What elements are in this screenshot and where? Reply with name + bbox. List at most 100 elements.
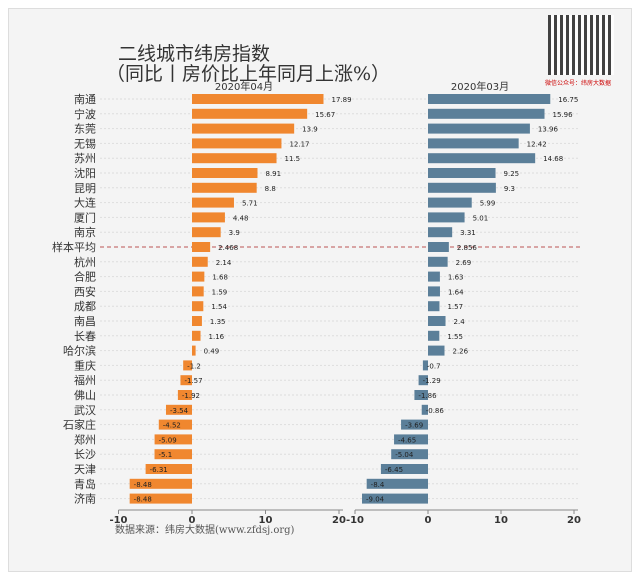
- category-label: 南京: [74, 225, 96, 239]
- data-label: -1.57: [184, 377, 202, 385]
- data-label: -0.86: [426, 407, 445, 415]
- data-label: -6.31: [150, 466, 168, 474]
- category-label: 大连: [74, 196, 96, 210]
- data-label: -5.04: [395, 451, 414, 459]
- x-tick-label: 10: [259, 515, 273, 526]
- data-label: 2.14: [216, 259, 232, 267]
- data-label: -4.52: [163, 422, 181, 430]
- data-label: 8.91: [265, 170, 281, 178]
- data-label: 11.5: [285, 155, 301, 163]
- data-label: 13.96: [538, 126, 559, 134]
- bar: [422, 360, 428, 371]
- category-label: 南昌: [74, 315, 96, 328]
- bar: [428, 345, 445, 356]
- bar: [380, 464, 428, 474]
- category-label: 西安: [74, 284, 96, 298]
- data-label: 2.69: [456, 259, 472, 267]
- chart-subtitle: （同比丨房价比上年同月上涨%）: [106, 63, 391, 85]
- bar: [362, 493, 428, 504]
- data-label: -8.48: [134, 481, 152, 489]
- bar: [428, 108, 545, 119]
- data-label: 15.67: [315, 111, 335, 119]
- data-label: -5.09: [159, 436, 177, 444]
- bar: [394, 434, 428, 445]
- data-label: 1.64: [448, 288, 464, 296]
- panel-title: 2020年03月: [451, 80, 509, 93]
- category-label: 青岛: [74, 477, 96, 491]
- data-label: -4.65: [398, 436, 416, 444]
- data-label: 2.26: [452, 348, 468, 356]
- data-label: -6.45: [385, 466, 403, 474]
- data-label: 1.59: [212, 288, 228, 296]
- bar: [421, 404, 428, 415]
- data-label: 14.68: [543, 155, 563, 163]
- x-tick-label: 0: [425, 515, 432, 526]
- data-label: 17.89: [331, 96, 351, 104]
- category-label: 南通: [74, 93, 96, 106]
- data-label: 12.17: [289, 140, 309, 148]
- bar: [129, 493, 192, 504]
- bar: [154, 449, 192, 460]
- bar: [428, 168, 496, 178]
- bar: [428, 242, 449, 252]
- qr-code: [548, 15, 614, 75]
- data-label: -5.1: [159, 451, 173, 459]
- bar: [428, 197, 472, 208]
- data-label: -1.2: [187, 362, 201, 370]
- data-label: 1.63: [448, 274, 464, 282]
- x-tick-label: 20: [332, 515, 346, 526]
- x-tick-label: -10: [109, 515, 127, 526]
- category-label: 长春: [74, 330, 96, 343]
- source-note: 数据来源：纬房大数据(www.zfdsj.org): [115, 525, 295, 536]
- data-label: 1.16: [209, 333, 225, 341]
- data-label: -3.54: [170, 407, 189, 415]
- bar: [192, 316, 202, 326]
- bar: [154, 434, 192, 445]
- data-label: 12.42: [527, 140, 547, 148]
- bar: [145, 464, 192, 474]
- bar: [192, 242, 211, 252]
- bar: [192, 330, 201, 341]
- bar: [192, 301, 204, 312]
- data-label: 5.71: [242, 200, 258, 208]
- data-label: 13.9: [302, 126, 318, 134]
- data-label: 15.96: [553, 111, 574, 119]
- category-label: 天津: [74, 463, 96, 476]
- qr-caption: 微信公众号：纬房大数据: [545, 80, 612, 87]
- data-label: -3.69: [405, 422, 423, 430]
- data-label: 1.35: [210, 318, 226, 326]
- data-label: -8.48: [134, 496, 152, 504]
- bar: [192, 108, 308, 119]
- category-label: 福州: [74, 373, 96, 387]
- bar: [414, 390, 428, 400]
- category-label: 佛山: [74, 389, 96, 402]
- data-label: -1.86: [418, 392, 437, 400]
- bar: [428, 316, 446, 326]
- data-label: 16.75: [558, 96, 578, 104]
- data-label: 3.9: [229, 229, 240, 237]
- bar: [428, 286, 440, 297]
- category-label: 成都: [74, 300, 96, 313]
- x-tick-label: 10: [494, 515, 508, 526]
- bar: [165, 404, 192, 415]
- bar: [192, 256, 208, 267]
- category-label: 东莞: [74, 123, 96, 136]
- bar: [192, 138, 282, 149]
- bar: [428, 123, 530, 134]
- bar: [428, 153, 536, 164]
- bar: [158, 419, 192, 430]
- bar: [428, 271, 440, 282]
- data-label: 1.54: [211, 303, 227, 311]
- category-label: 厦门: [74, 210, 96, 224]
- x-tick-label: 0: [189, 515, 196, 526]
- x-tick-label: -10: [346, 515, 364, 526]
- bar: [428, 94, 551, 104]
- bar: [192, 227, 221, 238]
- bar: [192, 182, 257, 193]
- bar: [177, 390, 192, 400]
- bar: [428, 227, 453, 238]
- bar: [401, 419, 428, 430]
- category-label: 哈尔滨: [63, 344, 96, 358]
- data-label: 1.55: [447, 333, 463, 341]
